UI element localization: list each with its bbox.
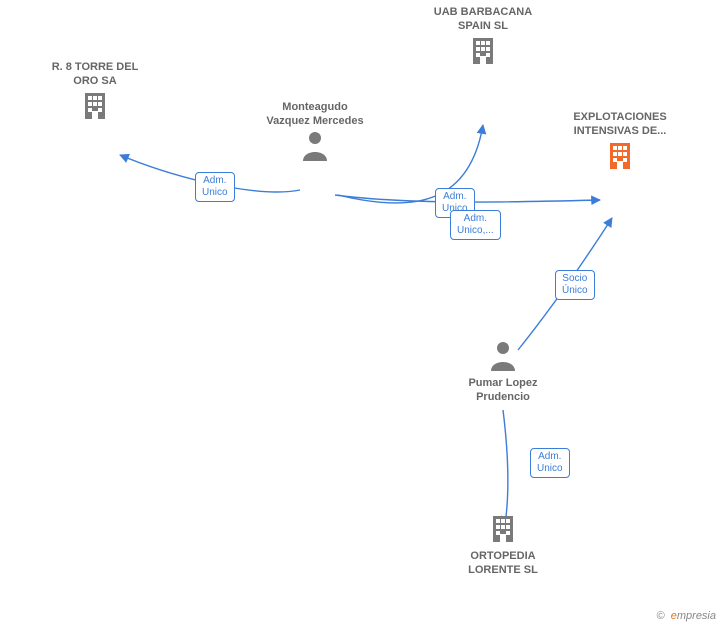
node-explot[interactable]: EXPLOTACIONES INTENSIVAS DE... xyxy=(565,110,675,176)
copyright-symbol: © xyxy=(657,610,665,622)
node-label: R. 8 TORRE DEL ORO SA xyxy=(40,60,150,89)
brand-rest: mpresia xyxy=(677,610,716,622)
node-label: ORTOPEDIA LORENTE SL xyxy=(448,549,558,578)
node-label: Pumar Lopez Prudencio xyxy=(448,376,558,405)
node-monteagudo[interactable]: Monteagudo Vazquez Mercedes xyxy=(260,100,370,166)
node-r8torre[interactable]: R. 8 TORRE DEL ORO SA xyxy=(40,60,150,126)
edge-label-monteagudo-uab: Adm.Unico,... xyxy=(450,210,501,240)
node-uab[interactable]: UAB BARBACANA SPAIN SL xyxy=(428,5,538,71)
node-pumar[interactable]: Pumar Lopez Prudencio xyxy=(448,339,558,405)
node-label: UAB BARBACANA SPAIN SL xyxy=(428,5,538,34)
edge-label-pumar-explot: SocioÚnico xyxy=(555,270,595,300)
building-icon xyxy=(79,89,111,126)
person-icon xyxy=(301,129,329,166)
building-icon xyxy=(467,34,499,71)
person-icon xyxy=(489,339,517,376)
building-icon xyxy=(604,139,636,176)
node-label: EXPLOTACIONES INTENSIVAS DE... xyxy=(565,110,675,139)
edge-label-pumar-ortopedia: Adm.Unico xyxy=(530,448,570,478)
edge-pumar-ortopedia xyxy=(503,410,508,525)
node-ortopedia[interactable]: ORTOPEDIA LORENTE SL xyxy=(448,512,558,578)
node-label: Monteagudo Vazquez Mercedes xyxy=(260,100,370,129)
building-icon xyxy=(487,512,519,549)
footer-credit: © empresia xyxy=(657,610,716,622)
edge-label-monteagudo-r8torre: Adm.Unico xyxy=(195,172,235,202)
